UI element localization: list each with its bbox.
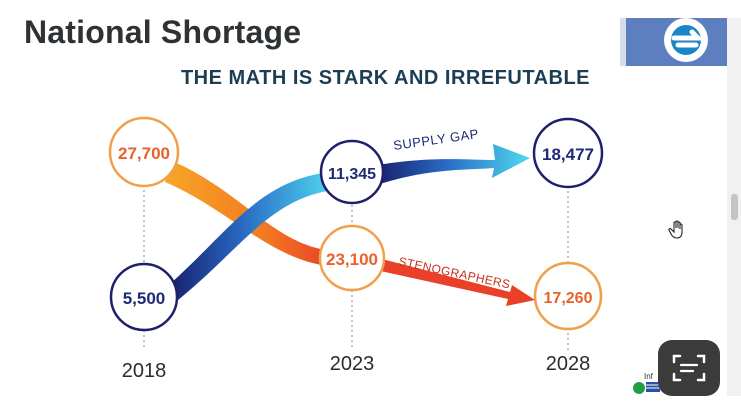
circular-arrow-logo-icon [664, 18, 708, 62]
supply-gap-2023-node: 11,345 [319, 139, 385, 205]
stenographers-2028-value: 17,260 [544, 290, 593, 307]
year-label-2023: 2023 [330, 353, 375, 375]
year-label-2028: 2028 [546, 353, 591, 375]
year-label-2018: 2018 [122, 360, 167, 382]
stenographers-2018-value: 27,700 [118, 144, 170, 163]
scrollbar-thumb[interactable] [731, 194, 738, 220]
supply-gap-2028-node: 18,477 [532, 117, 604, 189]
supply-gap-2023-value: 11,345 [328, 166, 376, 183]
supply-gap-arrow [378, 144, 530, 184]
hand-cursor-icon [668, 220, 686, 240]
stenographers-2023-node: 23,100 [318, 224, 386, 292]
logo [620, 18, 730, 66]
scan-text-button[interactable] [658, 340, 720, 396]
supply-gap-label: SUPPLY GAP [392, 126, 479, 153]
supply-gap-band-left [170, 172, 334, 300]
partial-overlay-text: Inf [644, 372, 653, 381]
flag-icon [633, 382, 660, 394]
stenographers-2018-node: 27,700 [108, 116, 180, 188]
supply-gap-2018-node: 5,500 [109, 262, 179, 332]
partial-overlay: Inf [632, 370, 666, 394]
vertical-scrollbar[interactable] [727, 18, 741, 396]
page-title: National Shortage [24, 14, 302, 50]
stenographers-2028-node: 17,260 [533, 261, 603, 331]
supply-gap-2028-value: 18,477 [542, 145, 594, 164]
stenographers-arrow [376, 258, 535, 306]
supply-gap-2018-value: 5,500 [123, 289, 166, 308]
scan-text-icon [672, 354, 706, 382]
stenographers-2023-value: 23,100 [326, 250, 378, 269]
subtitle: THE MATH IS STARK AND IRREFUTABLE [180, 67, 591, 89]
